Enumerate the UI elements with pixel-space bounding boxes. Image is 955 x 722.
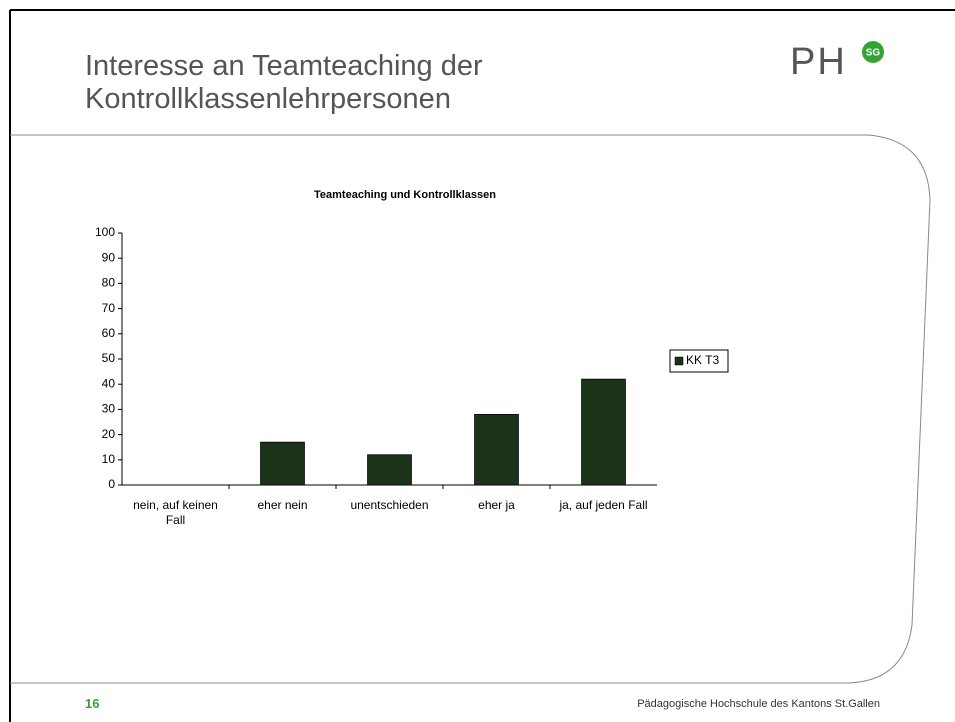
logo-badge-circle — [862, 41, 884, 63]
y-tick-label: 0 — [108, 477, 115, 491]
x-tick-label: ja, auf jeden Fall — [559, 498, 648, 512]
x-tick-label: eher nein — [257, 498, 308, 512]
y-tick-label: 10 — [102, 452, 116, 466]
content-frame — [10, 134, 931, 684]
slide-title: Interesse an Teamteaching der Kontrollkl… — [85, 50, 483, 115]
y-tick-label: 70 — [102, 301, 116, 315]
chart-title: Teamteaching und Kontrollklassen — [314, 189, 496, 201]
y-tick-label: 90 — [102, 250, 116, 264]
y-tick-label: 60 — [102, 326, 116, 340]
legend-swatch — [674, 356, 684, 366]
bar — [581, 378, 626, 486]
y-tick-label: 50 — [102, 351, 116, 365]
y-tick-label: 30 — [102, 402, 116, 416]
y-tick-label: 20 — [102, 427, 116, 441]
x-tick-label: nein, auf keinen Fall — [133, 498, 218, 527]
legend-box — [669, 349, 729, 373]
y-tick-label: 80 — [102, 276, 116, 290]
legend-label: KK T3 — [686, 353, 719, 367]
x-tick-label: eher ja — [478, 498, 515, 512]
footer-text: Pädagogische Hochschule des Kantons St.G… — [637, 698, 880, 710]
bar — [474, 414, 519, 486]
y-tick-label: 100 — [95, 225, 115, 239]
x-tick-label: unentschieden — [350, 498, 429, 512]
bar — [367, 454, 412, 486]
logo-badge: SG — [866, 48, 881, 59]
logo: PH — [790, 41, 847, 83]
page-number: 16 — [85, 696, 100, 711]
bar — [260, 441, 305, 486]
y-tick-label: 40 — [102, 376, 116, 390]
